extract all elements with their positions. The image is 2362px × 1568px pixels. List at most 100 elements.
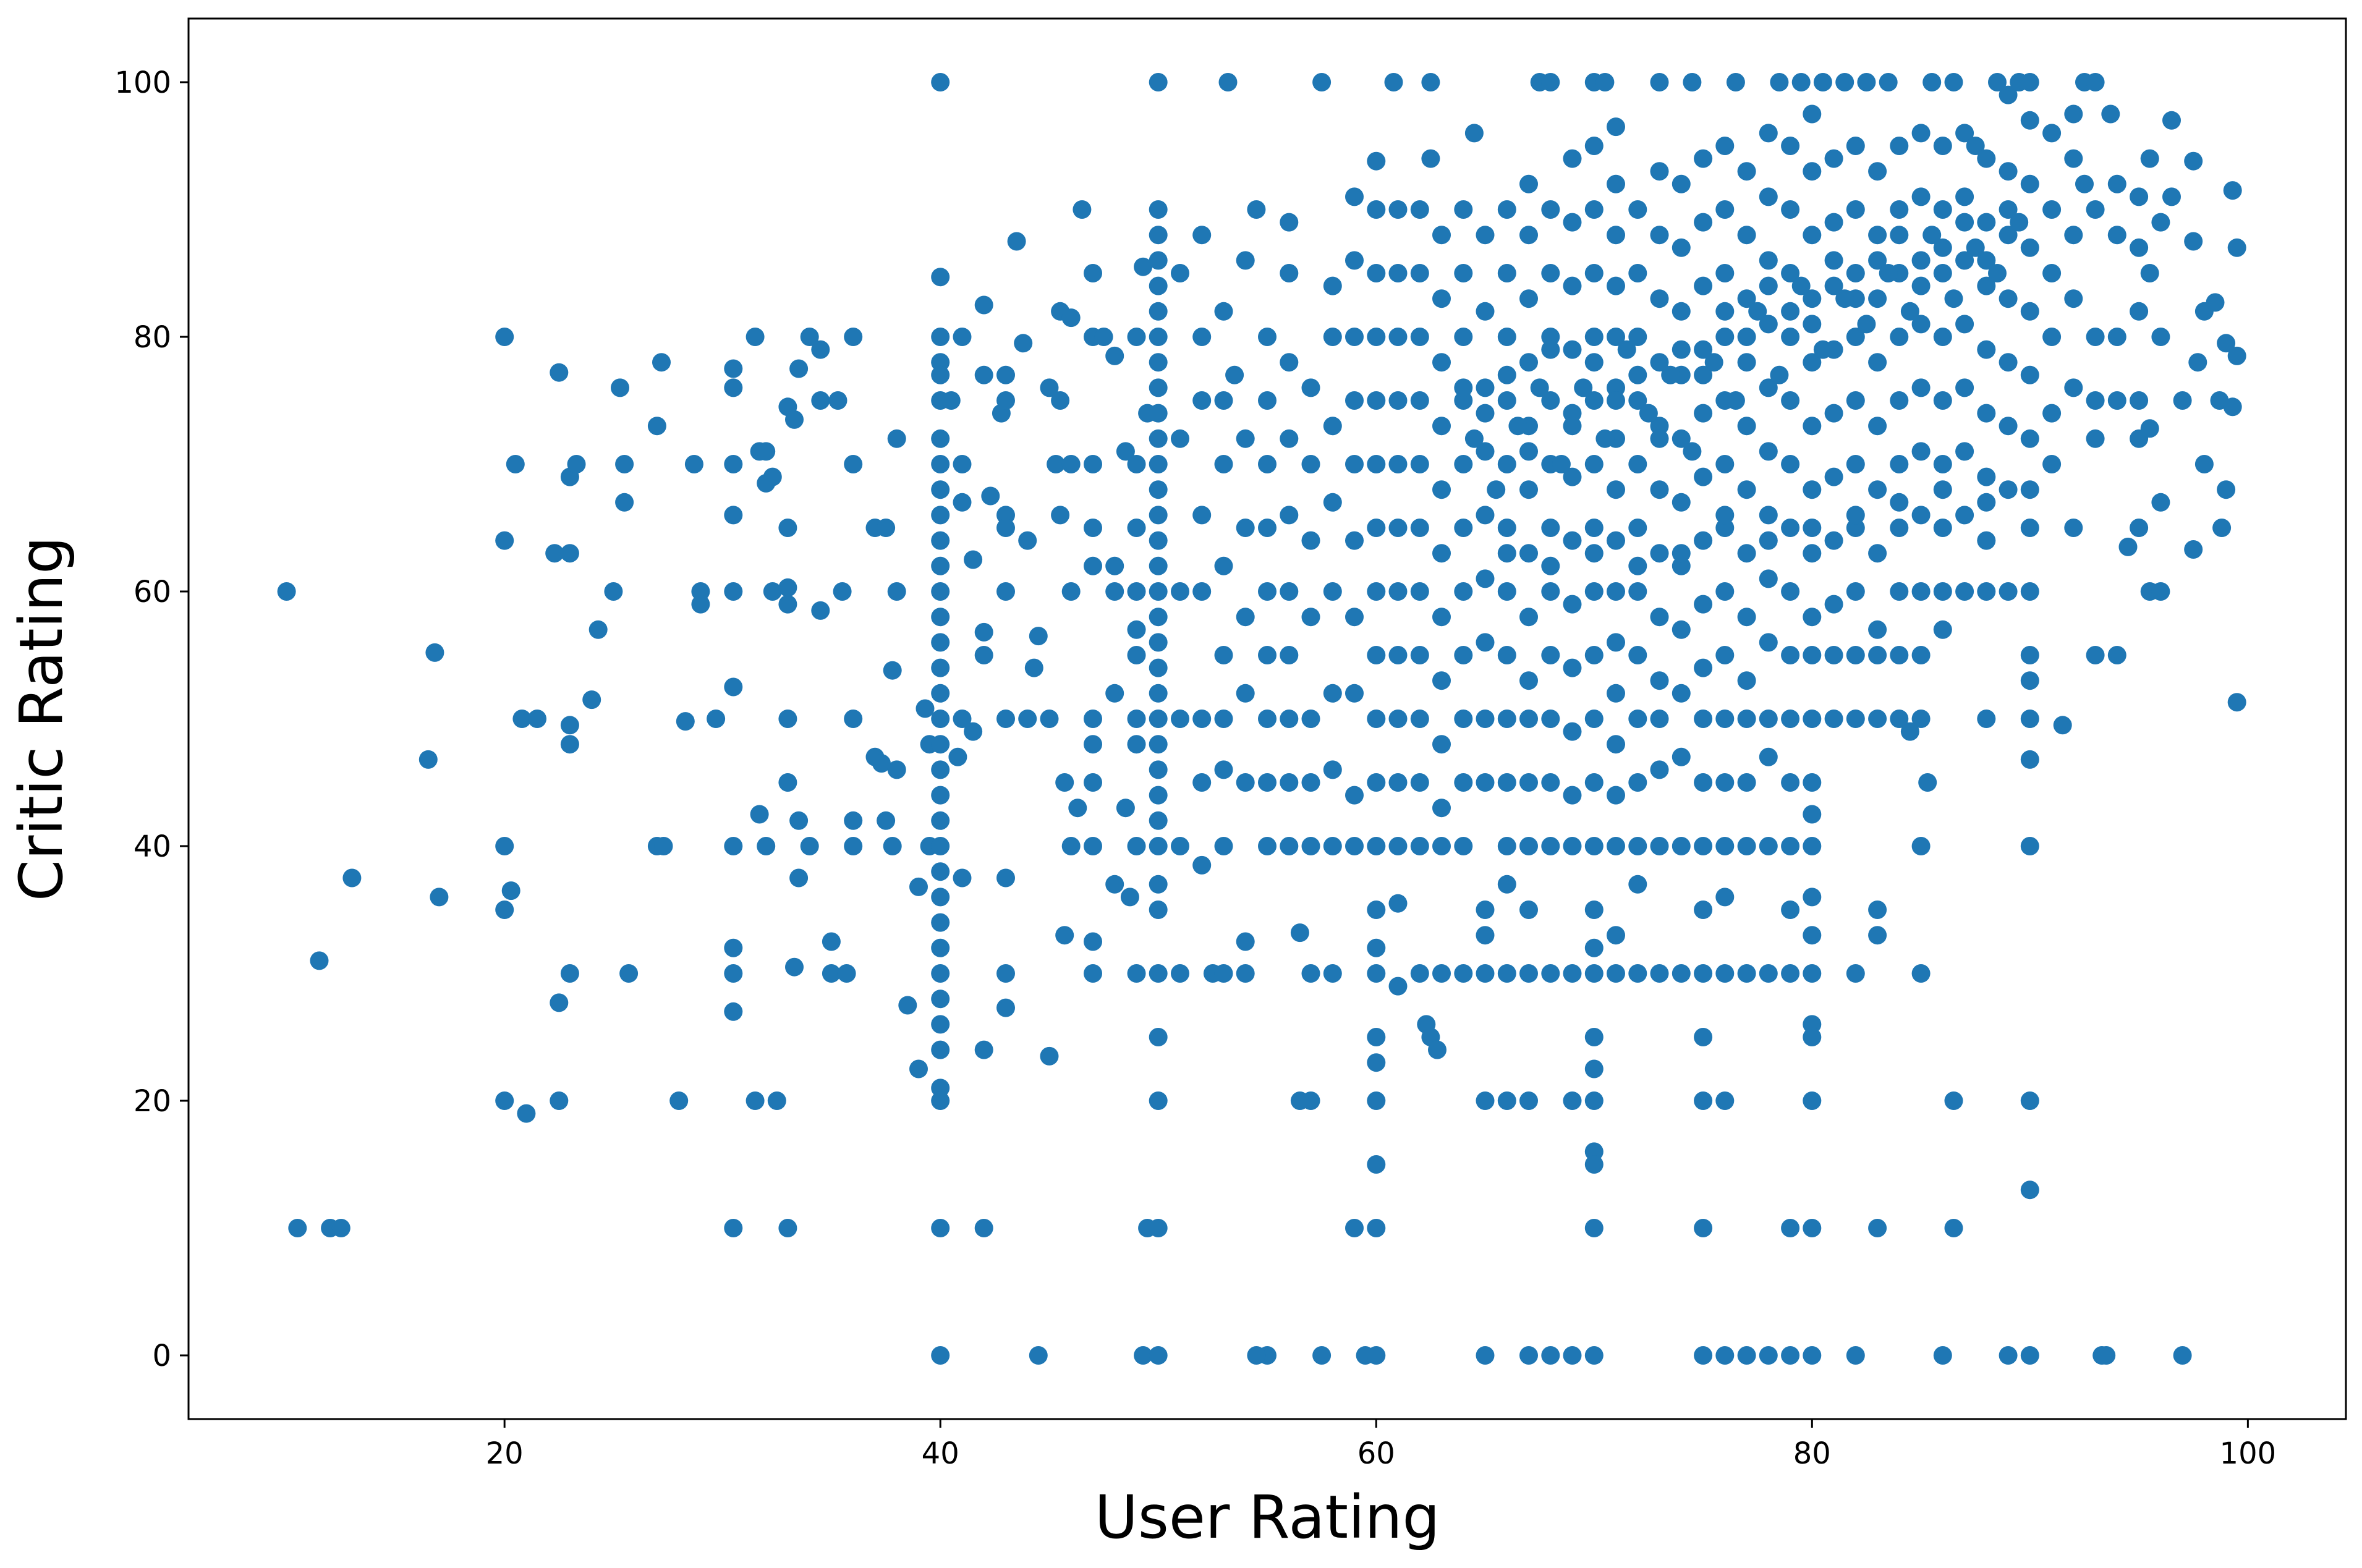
data-point <box>1214 455 1233 473</box>
data-point <box>931 760 950 779</box>
data-point <box>1890 582 1909 601</box>
data-point <box>1977 467 1996 486</box>
data-point <box>1781 582 1800 601</box>
data-point <box>1944 73 1963 91</box>
data-point <box>2020 646 2039 664</box>
data-point <box>1694 340 1713 359</box>
data-point <box>1094 328 1113 346</box>
data-point <box>331 1219 350 1237</box>
data-point <box>1105 875 1124 894</box>
data-point <box>1367 1053 1386 1072</box>
data-point <box>724 938 743 957</box>
data-point <box>1715 773 1735 792</box>
data-point <box>1171 837 1189 855</box>
data-point <box>1607 117 1625 137</box>
data-point <box>1977 276 1996 295</box>
data-point <box>1388 773 1408 792</box>
data-point <box>1584 964 1604 983</box>
data-point <box>1127 620 1146 639</box>
data-point <box>1367 200 1386 219</box>
data-point <box>2162 111 2181 130</box>
data-point <box>310 951 329 970</box>
data-point <box>1584 544 1604 563</box>
data-point <box>1476 1091 1495 1110</box>
data-point <box>1977 493 1996 512</box>
data-point <box>778 578 797 597</box>
data-point <box>1192 773 1212 792</box>
data-point <box>1781 302 1800 321</box>
data-point <box>1759 837 1778 855</box>
data-point <box>1955 582 1974 601</box>
data-point <box>1933 137 1952 155</box>
data-point <box>1759 315 1778 334</box>
data-point <box>763 582 782 601</box>
data-point <box>1607 964 1625 983</box>
data-point <box>1999 162 2018 181</box>
data-point <box>1236 932 1255 951</box>
plot-frame <box>187 17 2347 1420</box>
data-point <box>1563 722 1582 741</box>
data-point <box>1519 837 1538 855</box>
data-point <box>2223 181 2242 200</box>
data-point <box>1519 773 1538 792</box>
data-point <box>1149 658 1168 677</box>
data-point <box>1476 506 1495 525</box>
data-point <box>1715 137 1735 155</box>
data-point <box>707 710 726 728</box>
data-point <box>1584 519 1604 537</box>
data-point <box>1628 773 1647 792</box>
data-point <box>1911 837 1931 855</box>
data-point <box>953 455 972 473</box>
data-point <box>1607 480 1625 499</box>
data-point <box>1312 1346 1332 1365</box>
data-point <box>1519 1091 1538 1110</box>
data-point <box>1367 264 1386 282</box>
data-point <box>1890 137 1909 155</box>
data-point <box>1824 710 1843 728</box>
data-point <box>1476 926 1495 945</box>
data-point <box>1715 646 1735 664</box>
data-point <box>1367 938 1386 957</box>
data-point <box>1999 417 2018 436</box>
data-point <box>1650 162 1669 181</box>
data-point <box>1868 226 1887 245</box>
data-point <box>931 633 950 652</box>
data-point <box>778 773 797 792</box>
data-point <box>2020 302 2039 321</box>
data-point <box>1803 837 1822 855</box>
data-point <box>1367 1346 1386 1365</box>
data-point <box>2151 328 2170 346</box>
data-point <box>1127 582 1146 601</box>
data-point <box>1607 276 1625 295</box>
data-point <box>2130 519 2149 537</box>
data-point <box>1323 760 1342 779</box>
data-point <box>1541 837 1560 855</box>
data-point <box>1628 646 1647 664</box>
data-point <box>1584 1346 1604 1365</box>
data-point <box>1846 646 1865 664</box>
data-point <box>1345 608 1364 627</box>
data-point <box>1737 417 1756 436</box>
data-point <box>1628 455 1647 473</box>
data-point <box>872 754 891 773</box>
data-point <box>1497 200 1516 219</box>
data-point <box>785 410 804 429</box>
y-tick-label: 20 <box>134 1084 171 1119</box>
data-point <box>1977 531 1996 550</box>
data-point <box>1944 289 1963 308</box>
data-point <box>1650 226 1669 245</box>
data-point <box>2020 429 2039 448</box>
data-point <box>1803 1091 1822 1110</box>
data-point <box>1410 200 1429 219</box>
y-tick-label: 80 <box>134 320 171 355</box>
data-point <box>948 747 967 766</box>
data-point <box>2140 419 2159 438</box>
data-point <box>2020 710 2039 728</box>
data-point <box>1672 684 1691 703</box>
data-point <box>495 901 514 919</box>
data-point <box>1584 1142 1604 1161</box>
data-point <box>1661 365 1680 384</box>
data-point <box>1497 328 1516 346</box>
data-point <box>1715 710 1735 728</box>
data-point <box>2107 226 2126 245</box>
